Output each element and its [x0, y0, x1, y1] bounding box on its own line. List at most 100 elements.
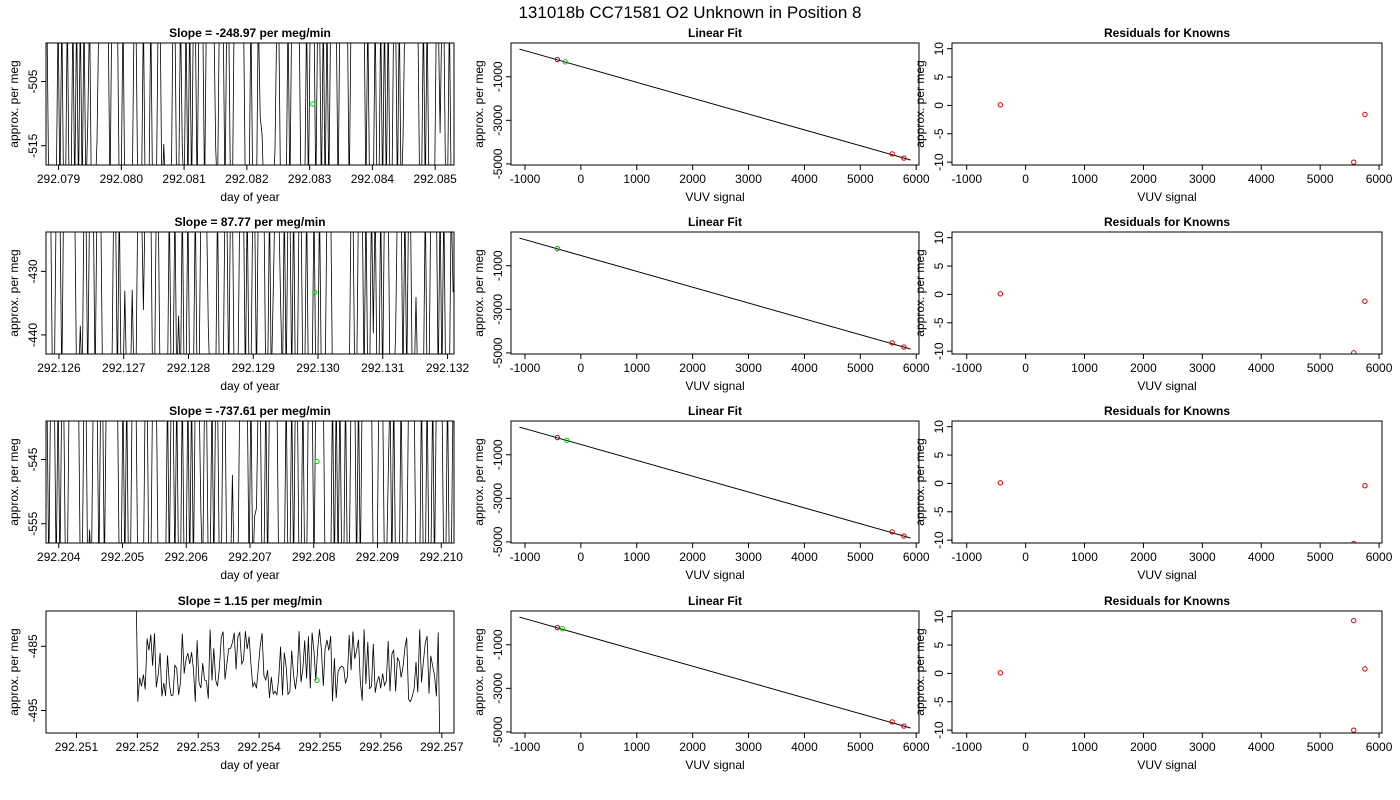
plot-frame: [510, 610, 920, 734]
plot-frame: [45, 610, 455, 734]
x-axis-label: VUV signal: [1137, 379, 1196, 393]
y-tick-label: -3000: [491, 483, 505, 514]
plot-area: [46, 43, 452, 165]
x-tick-label: -1000: [951, 550, 982, 564]
plot-frame: [510, 231, 920, 355]
y-tick-label: -10: [932, 153, 946, 171]
mean-point: [310, 101, 316, 107]
plot-frame: [951, 420, 1383, 544]
plot-area: [135, 611, 441, 733]
known-point: [901, 533, 907, 539]
x-tick-label: 3000: [735, 172, 762, 186]
x-tick-label: -1000: [951, 172, 982, 186]
y-tick-label: -5: [932, 696, 946, 707]
x-tick-label: 2000: [679, 740, 706, 754]
x-tick-label: 4000: [1248, 361, 1275, 375]
residual-point: [1362, 111, 1368, 118]
panel-timeseries-row3: Slope = 1.15 per meg/min 292.251 292.252 29…: [7, 594, 464, 772]
y-tick-label: -10: [932, 342, 946, 360]
fit-line: [519, 426, 911, 539]
x-tick-label: 292.128: [167, 361, 211, 375]
y-tick-label: -5: [932, 317, 946, 328]
known-point: [901, 155, 907, 161]
plot-area: [46, 421, 454, 543]
known-point: [554, 56, 561, 63]
plot-frame: [951, 231, 1383, 355]
x-tick-label: 292.131: [361, 361, 405, 375]
x-axis-label: VUV signal: [685, 379, 744, 393]
y-tick-label: 10: [932, 231, 946, 245]
y-tick-label: -5: [932, 128, 946, 139]
x-tick-label: 4000: [791, 361, 818, 375]
x-tick-label: 6000: [903, 740, 930, 754]
x-tick-label: 2000: [679, 361, 706, 375]
residual-point: [1362, 482, 1368, 489]
y-tick-label: 0: [932, 291, 946, 298]
residual-point: [1362, 666, 1368, 672]
x-axis-label: day of year: [220, 379, 279, 393]
x-axis-label: VUV signal: [1137, 190, 1196, 204]
x-tick-label: 2000: [1130, 361, 1157, 375]
plot-frame: [951, 42, 1383, 166]
y-tick-label: -3000: [491, 673, 505, 704]
y-tick-label: -5000: [491, 716, 505, 747]
x-tick-label: 292.080: [100, 172, 144, 186]
x-tick-label: 0: [1022, 361, 1029, 375]
y-tick-label: -1000: [491, 61, 505, 92]
x-tick-label: -1000: [510, 172, 541, 186]
y-tick-label: -515: [26, 133, 40, 157]
plot-area: [997, 480, 1368, 543]
y-tick-label: 10: [932, 42, 946, 56]
x-tick-label: 1000: [1071, 550, 1098, 564]
y-axis-label: approx. per meg: [7, 249, 21, 336]
y-axis-label: approx. per meg: [472, 628, 486, 715]
x-tick-label: 0: [1022, 172, 1029, 186]
mean-point: [314, 458, 320, 465]
plot-frame: [510, 420, 920, 544]
x-tick-label: 0: [578, 172, 585, 186]
x-tick-label: 3000: [1189, 740, 1216, 754]
y-tick-label: -1000: [491, 439, 505, 470]
plot-frame: [951, 610, 1383, 734]
known-point: [901, 723, 907, 729]
x-tick-label: 4000: [1248, 550, 1275, 564]
x-tick-label: 292.255: [298, 740, 342, 754]
x-tick-label: 292.083: [288, 172, 332, 186]
residual-point: [1351, 159, 1357, 165]
plot-area: [519, 426, 911, 539]
y-axis-label: approx. per meg: [913, 628, 927, 715]
panel-title: Residuals for Knowns: [1104, 215, 1230, 229]
panel-timeseries-row1: Slope = 87.77 per meg/min 292.126 292.127 2…: [7, 215, 470, 393]
x-tick-label: 3000: [735, 361, 762, 375]
x-tick-label: 0: [578, 550, 585, 564]
x-tick-label: 3000: [735, 550, 762, 564]
x-axis-label: day of year: [220, 758, 279, 772]
x-tick-label: 2000: [1130, 172, 1157, 186]
plot-frame: [510, 42, 920, 166]
plot-area: [50, 232, 454, 354]
x-axis-label: day of year: [220, 568, 279, 582]
x-tick-label: 5000: [847, 172, 874, 186]
y-tick-label: 0: [932, 102, 946, 109]
x-tick-label: 3000: [1189, 361, 1216, 375]
panel-title: Slope = -248.97 per meg/min: [169, 26, 331, 40]
x-tick-label: 292.127: [102, 361, 146, 375]
mean-point: [312, 289, 318, 296]
plot-area: [519, 237, 911, 350]
x-tick-label: 292.252: [116, 740, 160, 754]
x-tick-label: 292.132: [426, 361, 470, 375]
x-tick-label: 2000: [679, 550, 706, 564]
x-tick-label: 1000: [623, 172, 650, 186]
x-tick-label: 292.129: [232, 361, 276, 375]
panel-title: Linear Fit: [688, 594, 742, 608]
x-tick-label: 2000: [679, 172, 706, 186]
y-axis-label: approx. per meg: [472, 438, 486, 525]
residual-point: [1351, 727, 1357, 733]
unknown-point: [564, 437, 570, 444]
x-tick-label: 5000: [1307, 172, 1334, 186]
y-tick-label: -505: [26, 69, 40, 93]
x-tick-label: 1000: [623, 550, 650, 564]
series-line: [46, 43, 452, 165]
known-point: [889, 719, 895, 725]
